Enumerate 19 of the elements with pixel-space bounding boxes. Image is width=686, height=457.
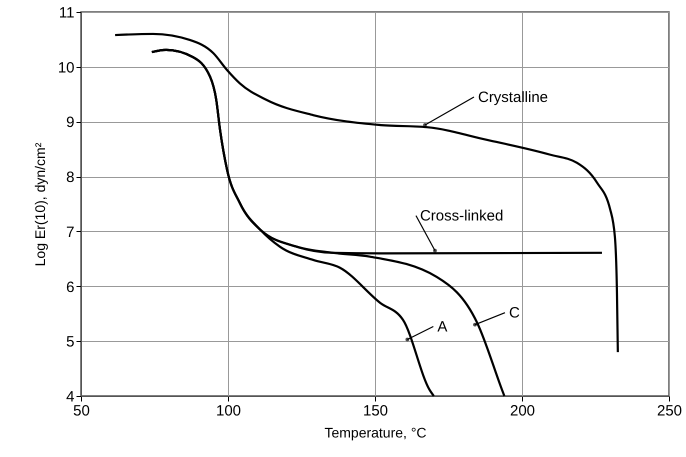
- y-tick-label: 5: [66, 334, 74, 351]
- annotation: Cross-linked: [420, 208, 504, 225]
- x-axis-title: Temperature, °C: [324, 424, 427, 440]
- annotation: A: [437, 318, 448, 336]
- x-tick-label: 100: [216, 402, 242, 420]
- annotation: C: [508, 304, 520, 322]
- y-tick-label: 6: [66, 278, 74, 296]
- y-tick-label: 7: [66, 224, 74, 241]
- y-tick-label: 4: [66, 388, 74, 406]
- y-tick-label: 8: [66, 169, 74, 186]
- y-tick-label: 10: [58, 59, 74, 76]
- x-tick-label: 50: [73, 402, 90, 420]
- x-tick-label: 200: [510, 402, 536, 420]
- x-tick-label: 150: [362, 402, 388, 420]
- y-axis-title: Log Er(10), dyn/cm²: [32, 142, 48, 266]
- y-tick-label: 11: [58, 4, 74, 22]
- y-tick-label: 9: [66, 114, 74, 132]
- annotation: Crystalline: [478, 89, 548, 106]
- x-tick-label: 250: [656, 402, 682, 420]
